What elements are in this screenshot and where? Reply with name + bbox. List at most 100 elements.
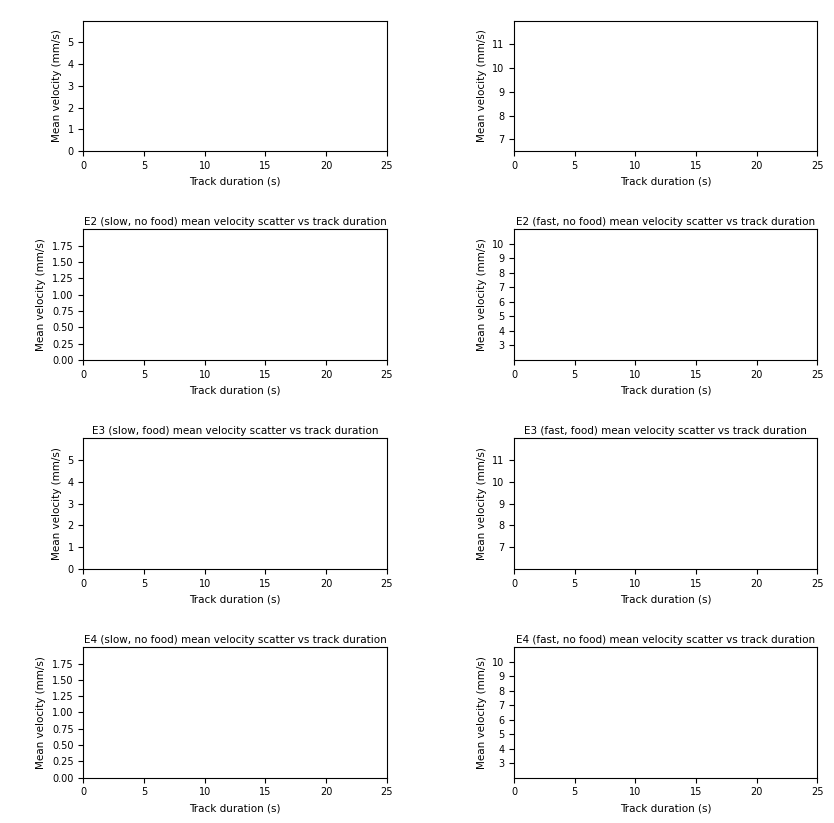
Point <box>540 720 553 733</box>
Point <box>520 458 533 472</box>
Point <box>510 309 524 322</box>
Point <box>513 329 526 342</box>
Point <box>508 488 521 501</box>
Point <box>508 328 521 341</box>
Point <box>511 709 525 723</box>
Point <box>513 711 526 724</box>
Point <box>517 81 530 94</box>
Point <box>113 290 127 303</box>
Point <box>113 508 126 521</box>
Point <box>525 708 538 721</box>
Point <box>78 270 91 283</box>
Point <box>508 534 521 547</box>
Point <box>88 257 101 270</box>
Point <box>152 272 165 286</box>
Point <box>514 726 527 739</box>
Point <box>77 522 90 535</box>
Point <box>510 248 523 261</box>
Point <box>151 276 164 289</box>
Point <box>83 254 97 267</box>
Point <box>520 500 534 513</box>
Point <box>137 280 150 293</box>
Point <box>515 530 528 543</box>
Point <box>508 493 521 506</box>
Point <box>510 500 523 513</box>
Point <box>115 115 128 128</box>
Point <box>109 280 123 293</box>
Point <box>508 310 521 323</box>
Point <box>510 505 523 518</box>
Point <box>113 512 126 525</box>
Point <box>513 708 526 721</box>
Point <box>113 718 127 732</box>
Point <box>132 528 145 542</box>
Point <box>96 286 109 299</box>
Point <box>555 516 569 529</box>
Point <box>85 705 98 718</box>
Point <box>531 491 545 504</box>
Point <box>111 289 124 302</box>
Point <box>512 674 525 687</box>
Point <box>510 520 523 533</box>
Point <box>510 337 524 351</box>
Point <box>80 528 93 542</box>
Point <box>514 298 527 311</box>
Point <box>540 485 554 498</box>
Point <box>80 544 93 557</box>
Point <box>95 530 108 543</box>
Point <box>508 287 521 300</box>
Point <box>516 344 530 357</box>
Point <box>89 510 103 523</box>
Point <box>82 703 95 716</box>
Point <box>107 508 120 521</box>
Point <box>93 710 106 723</box>
Point <box>113 516 126 529</box>
Point <box>112 292 125 305</box>
Point <box>101 697 114 710</box>
Point <box>515 303 529 316</box>
Point <box>518 723 531 736</box>
Point <box>143 500 157 513</box>
Point <box>521 704 535 718</box>
Point <box>132 544 145 557</box>
Point <box>509 509 522 522</box>
Point <box>509 508 522 521</box>
Point <box>110 280 123 293</box>
Point <box>514 112 527 125</box>
Point <box>511 695 525 708</box>
Point <box>82 728 95 741</box>
Point <box>510 656 523 669</box>
Point <box>510 323 524 337</box>
Point <box>229 266 243 279</box>
Point <box>518 306 531 319</box>
Point <box>508 279 521 292</box>
Point <box>508 261 521 274</box>
Point <box>133 518 146 531</box>
Point <box>110 103 123 116</box>
Point <box>510 348 523 361</box>
Point <box>113 291 127 305</box>
Point <box>88 542 102 555</box>
Point <box>96 538 109 551</box>
Point <box>514 700 527 713</box>
Point <box>515 504 528 517</box>
Point <box>97 546 110 560</box>
Point <box>522 522 535 535</box>
Point <box>140 511 153 524</box>
Point <box>534 732 547 745</box>
Point <box>80 274 93 287</box>
Point <box>530 705 544 718</box>
Point <box>509 501 522 514</box>
Point <box>114 298 128 311</box>
Point <box>517 719 530 732</box>
Point <box>510 276 524 289</box>
Point <box>515 323 528 336</box>
Point <box>98 710 112 723</box>
Point <box>512 432 525 445</box>
Point <box>96 513 109 526</box>
Point <box>512 770 525 783</box>
Point <box>138 524 152 537</box>
Point <box>508 283 521 296</box>
Point <box>537 86 550 100</box>
Point <box>535 500 548 513</box>
